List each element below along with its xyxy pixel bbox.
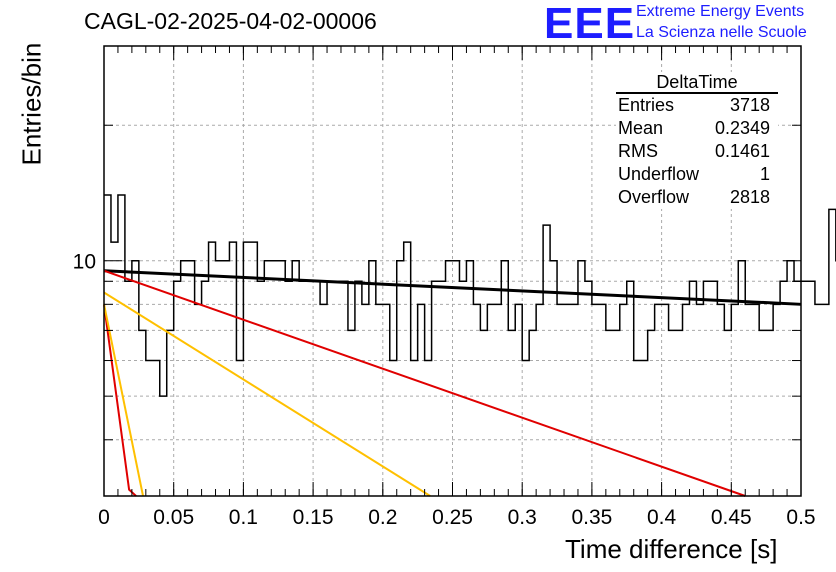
stats-label: Entries (618, 95, 675, 115)
fit-curve-3 (103, 291, 431, 497)
x-tick-label: 0.2 (368, 506, 397, 529)
fit-curve-2 (103, 269, 746, 497)
histogram-steps (104, 194, 836, 397)
logo-subtitle-2: La Scienza nelle Scuole (636, 24, 807, 41)
x-tick-label: 0.3 (508, 506, 537, 529)
x-tick-label: 0.15 (293, 506, 334, 529)
stats-row-underflow: Underflow 1 (616, 163, 778, 186)
fit-curves (103, 269, 802, 497)
stats-row-overflow: Overflow 2818 (616, 186, 778, 209)
stats-label: Underflow (618, 164, 700, 184)
stats-row-mean: Mean 0.2349 (616, 117, 778, 140)
stats-value: 0.1461 (714, 141, 770, 161)
run-title: CAGL-02-2025-04-02-00006 (84, 8, 377, 34)
stats-label: Overflow (618, 187, 690, 207)
x-tick-label: 0.05 (153, 506, 194, 529)
x-tick-label: 0.5 (786, 506, 815, 529)
x-tick-label: 0.25 (432, 506, 473, 529)
axis-ticks: 0 0.05 0.1 0.15 0.2 0.25 0.3 0.35 0.4 0.45 0.5 10 (73, 45, 816, 529)
stats-label: Mean (618, 118, 664, 138)
x-tick-label: 0.45 (711, 506, 752, 529)
fit-curve-5 (103, 304, 145, 497)
stats-row-entries: Entries 3718 (616, 94, 778, 117)
fit-curve-4 (103, 304, 137, 497)
y-tick-label: 10 (73, 251, 96, 274)
x-tick-label: 0.1 (229, 506, 258, 529)
x-tick-label: 0.35 (571, 506, 612, 529)
stats-value: 3718 (729, 95, 770, 115)
logo-subtitle-1: Extreme Energy Events (636, 3, 805, 20)
stats-value: 1 (759, 164, 770, 184)
x-tick-label: 0 (98, 506, 110, 529)
y-axis-label: Entries/bin (16, 42, 47, 166)
stats-row-rms: RMS 0.1461 (616, 140, 778, 163)
histogram-layer (104, 194, 836, 397)
stats-box: DeltaTime Entries 3718 Mean 0.2349 RMS 0… (616, 72, 778, 209)
stats-label: RMS (618, 141, 658, 161)
eee-logo: EEE (544, 0, 636, 48)
x-axis-label: Time difference [s] (565, 534, 778, 564)
x-tick-label: 0.4 (647, 506, 677, 529)
stats-value: 2818 (729, 187, 770, 207)
stats-title: DeltaTime (616, 72, 778, 94)
stats-value: 0.2349 (714, 118, 770, 138)
fit-curve-1 (103, 269, 802, 306)
